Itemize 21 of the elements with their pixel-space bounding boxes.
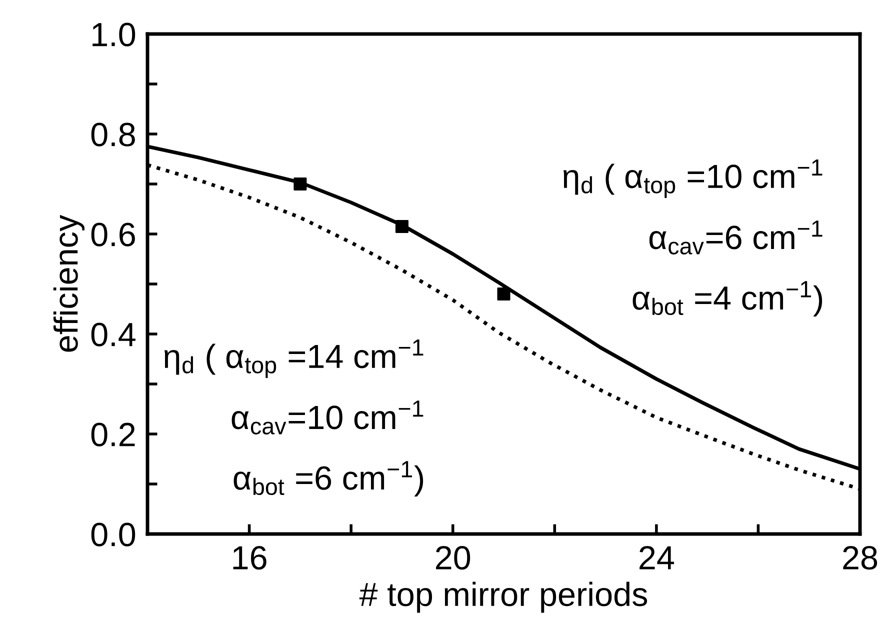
point bbox=[497, 287, 510, 301]
point bbox=[395, 220, 408, 234]
y-tick-label: 1.0 bbox=[92, 22, 136, 46]
y-axis-title: efficiency bbox=[53, 214, 84, 352]
x-axis-title: # top mirror periods bbox=[359, 582, 648, 613]
point bbox=[294, 177, 307, 191]
annotation: η$_{d}$ ( α$_{top}$ =10 cm$^{−1}$ bbox=[563, 160, 822, 198]
y-tick-label: 0.6 bbox=[91, 222, 135, 246]
x-tick-label: 16 bbox=[233, 546, 266, 570]
x-tick-label: 24 bbox=[640, 546, 674, 570]
y-tick-label: 0.0 bbox=[91, 522, 136, 546]
x-tick-label: 28 bbox=[843, 546, 878, 570]
annotation: α$_{cav}$=6 cm$^{−1}$ bbox=[649, 220, 822, 254]
annotation: α$_{cav}$=10 cm$^{−1}$ bbox=[232, 400, 424, 434]
annotation: α$_{bot}$ =6 cm$^{−1}$) bbox=[234, 461, 424, 496]
y-tick-label: 0.4 bbox=[91, 322, 136, 346]
y-tick-label: 0.2 bbox=[91, 422, 135, 446]
x-tick-label: 20 bbox=[436, 546, 470, 570]
annotation: α$_{bot}$ =4 cm$^{−1}$) bbox=[632, 281, 822, 316]
annotation: η$_{d}$ ( α$_{top}$ =14 cm$^{−1}$ bbox=[164, 340, 424, 378]
y-tick-label: 0.8 bbox=[91, 122, 135, 146]
